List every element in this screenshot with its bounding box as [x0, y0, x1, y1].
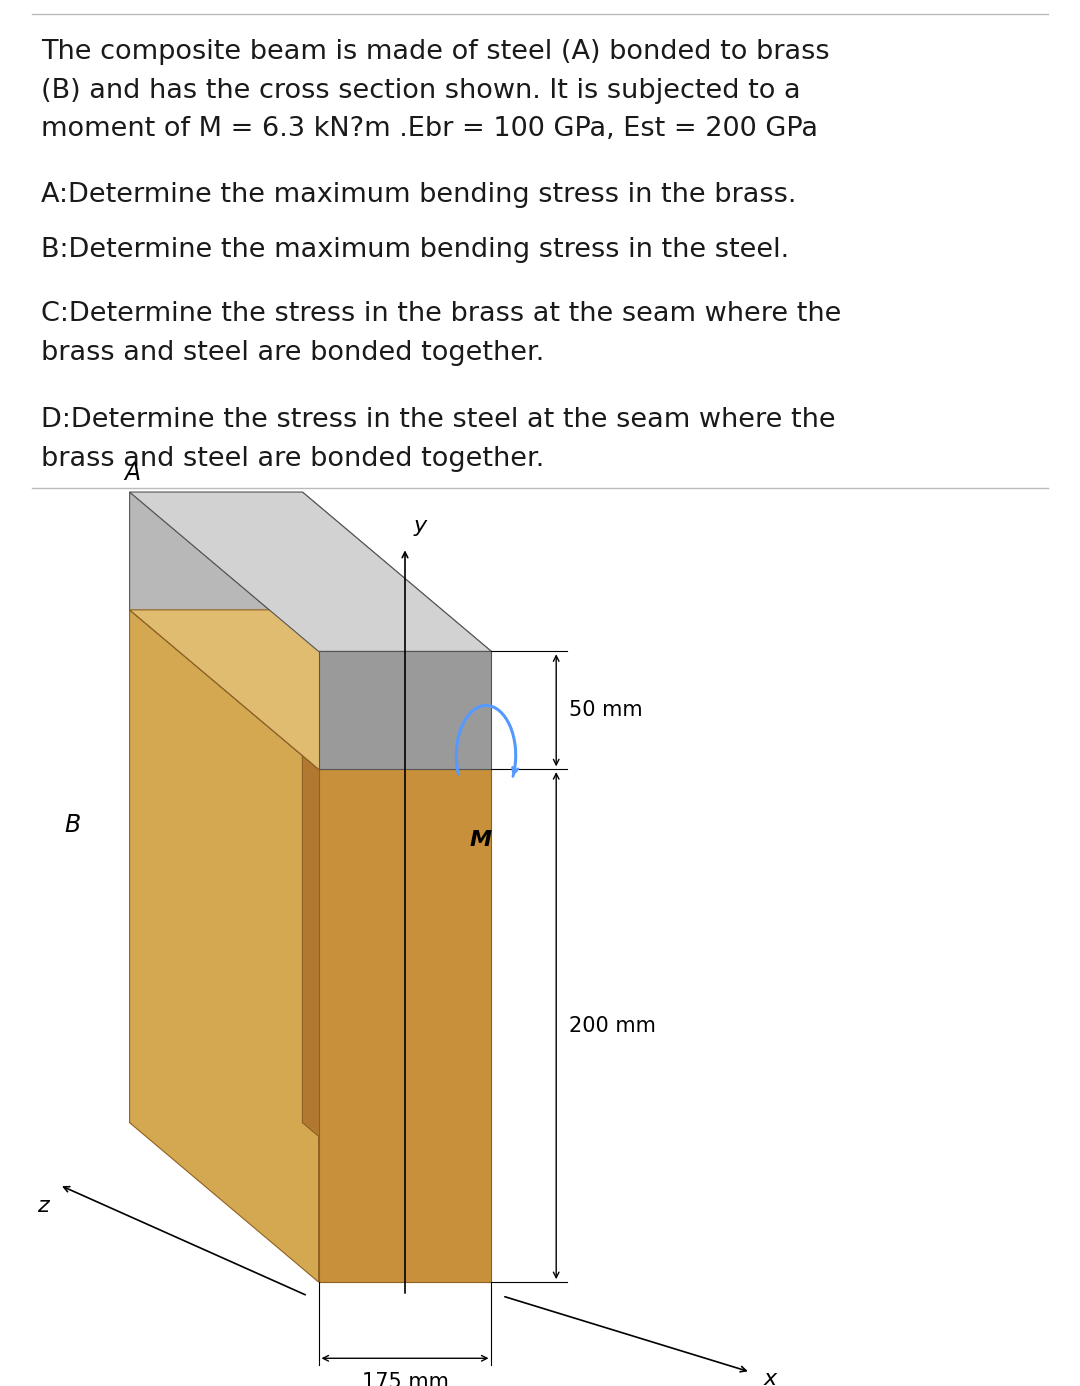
Text: A:Determine the maximum bending stress in the brass.: A:Determine the maximum bending stress i…	[41, 182, 796, 208]
Text: brass and steel are bonded together.: brass and steel are bonded together.	[41, 340, 544, 366]
Text: z: z	[37, 1196, 49, 1216]
Text: B: B	[65, 812, 81, 837]
Text: y: y	[414, 517, 427, 536]
Polygon shape	[319, 651, 491, 769]
Polygon shape	[302, 610, 491, 1282]
Text: (B) and has the cross section shown. It is subjected to a: (B) and has the cross section shown. It …	[41, 78, 800, 104]
Text: 50 mm: 50 mm	[569, 700, 643, 721]
Text: D:Determine the stress in the steel at the seam where the: D:Determine the stress in the steel at t…	[41, 407, 836, 434]
Text: A: A	[124, 462, 140, 485]
Polygon shape	[130, 610, 302, 1123]
Text: M: M	[470, 830, 491, 850]
Polygon shape	[130, 492, 491, 651]
Text: moment of M = 6.3 kN?m .Ebr = 100 GPa, Est = 200 GPa: moment of M = 6.3 kN?m .Ebr = 100 GPa, E…	[41, 116, 818, 143]
Polygon shape	[319, 769, 491, 1282]
Text: x: x	[764, 1369, 777, 1386]
Text: 200 mm: 200 mm	[569, 1016, 656, 1035]
Polygon shape	[130, 492, 319, 769]
Text: brass and steel are bonded together.: brass and steel are bonded together.	[41, 446, 544, 473]
Polygon shape	[130, 610, 491, 769]
Text: C:Determine the stress in the brass at the seam where the: C:Determine the stress in the brass at t…	[41, 301, 841, 327]
Polygon shape	[302, 492, 491, 769]
Text: The composite beam is made of steel (A) bonded to brass: The composite beam is made of steel (A) …	[41, 39, 829, 65]
Polygon shape	[130, 610, 319, 1282]
Text: B:Determine the maximum bending stress in the steel.: B:Determine the maximum bending stress i…	[41, 237, 789, 263]
Text: 175 mm: 175 mm	[362, 1372, 448, 1386]
